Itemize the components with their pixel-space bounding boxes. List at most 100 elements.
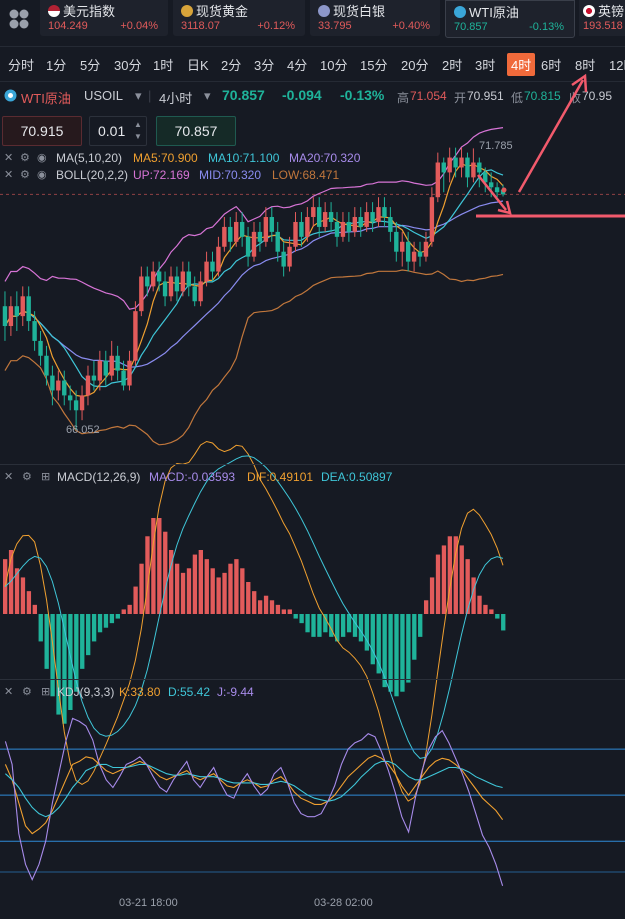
tab-period[interactable]: 4时 [507,53,536,76]
expand-icon[interactable]: ⊞ [41,471,51,483]
eye-icon[interactable]: ◉ [37,169,47,181]
tab-period[interactable]: 30分 [114,58,142,73]
kdj-indicator-name[interactable]: KDJ(9,3,3) [57,685,115,699]
close-icon[interactable]: ✕ [4,471,14,483]
tab-period[interactable]: 6时 [541,58,562,73]
pane-divider [0,464,625,465]
boll-mid-line [4,200,504,368]
ticker-card-silver[interactable]: 现货白银 33.795 +0.40% [310,0,440,36]
macd-bar [299,614,304,624]
macd-bar [198,550,203,614]
boll-indicator-name[interactable]: BOLL(20,2,2) [56,168,129,182]
symbol-name[interactable]: WTI原油 [21,91,71,106]
macd-bar [246,582,251,614]
tab-period[interactable]: 1分 [46,58,67,73]
tab-period[interactable]: 8时 [575,58,596,73]
buy-price-button[interactable]: 70.857 [156,116,236,146]
sell-price-button[interactable]: 70.915 [2,116,82,146]
macd-bar [364,614,370,651]
ticker-name: 现货黄金 [196,4,249,19]
macd-bar [418,614,423,637]
candle [429,197,435,242]
candle [382,207,387,218]
tab-period[interactable]: 分时 [8,58,35,73]
macd-bar [358,614,364,642]
candle [79,395,85,411]
ticker-value: 193.518 [583,20,623,32]
candle [97,360,103,381]
macd-bar [400,614,405,692]
tab-period[interactable]: 3时 [475,58,496,73]
candle [145,276,150,287]
candle [251,231,257,257]
tab-period[interactable]: 10分 [320,58,348,73]
gear-icon[interactable]: ⚙ [22,471,32,483]
candle [168,276,174,297]
gear-icon[interactable]: ⚙ [22,686,32,698]
candle [352,217,357,232]
macd-bar [435,554,441,614]
macd-bar [257,600,263,614]
expand-icon[interactable]: ⊞ [41,686,51,698]
tab-period[interactable]: 20分 [401,58,429,73]
candle [91,375,97,381]
close-icon[interactable]: ✕ [4,169,14,181]
tab-period[interactable]: 12时 [609,58,625,73]
candlestick-chart [0,127,625,446]
candle [322,212,328,227]
kdj-d-line [5,760,503,818]
ticker-card-gold[interactable]: 现货黄金 3118.07 +0.12% [173,0,305,36]
macd-bar [210,568,215,614]
macd-bar [222,572,227,614]
menu-icon[interactable] [0,0,38,38]
tab-period[interactable]: 2分 [221,58,242,73]
tab-period[interactable]: 15分 [360,58,388,73]
chevron-down-icon[interactable]: ▾ [204,88,211,103]
macd-bar [495,614,500,619]
tab-period[interactable]: 5分 [80,58,101,73]
eye-icon[interactable]: ◉ [37,152,47,164]
gear-icon[interactable]: ⚙ [20,152,30,164]
close-icon[interactable]: ✕ [4,686,14,698]
interval-select[interactable]: 4小时 [159,91,193,106]
macd-bar [204,559,209,614]
tab-period[interactable]: 日K [187,58,209,73]
candle [411,251,417,262]
ma10-value: MA10:71.100 [208,151,280,165]
candle [269,217,274,232]
quantity-stepper[interactable]: 0.01 ▲ ▼ [89,116,147,146]
gear-icon[interactable]: ⚙ [20,169,30,181]
candle [2,306,8,327]
ma-indicator-name[interactable]: MA(5,10,20) [56,151,123,165]
macd-bar [453,536,458,614]
ticker-value: 104.249 [48,20,88,32]
close-icon[interactable]: ✕ [4,152,14,164]
candle [494,187,500,193]
candle [109,355,114,376]
stepper-up-icon[interactable]: ▲ [134,120,142,129]
ticker-card-usd-index[interactable]: 美元指数 104.249 +0.04% [40,0,168,36]
candle [50,375,55,391]
stepper-down-icon[interactable]: ▼ [134,132,142,141]
chevron-down-icon[interactable]: ▾ [135,88,142,103]
ticker-card-wti[interactable]: WTI原油 70.857 -0.13% [445,0,575,38]
candle [275,231,280,252]
candle [139,276,144,312]
tab-period[interactable]: 4分 [287,58,308,73]
macd-indicator-name[interactable]: MACD(12,26,9) [57,470,141,484]
quantity-value[interactable]: 0.01 [98,123,126,139]
ticker-change: +0.12% [257,20,295,32]
candle [340,221,346,237]
candle [477,162,482,173]
macd-chart [3,440,506,802]
ma-legend: ✕ ⚙ ◉ MA(5,10,20) MA5:70.900 MA10:71.100… [0,149,625,167]
candle [263,217,269,242]
tab-period[interactable]: 2时 [442,58,463,73]
tab-period[interactable]: 1时 [153,58,174,73]
candle [328,212,334,222]
ticker-card-gbp[interactable]: 英镑 193.518 [579,0,625,36]
macd-bar [317,614,322,637]
macd-bar [388,614,393,692]
tab-period[interactable]: 3分 [254,58,275,73]
